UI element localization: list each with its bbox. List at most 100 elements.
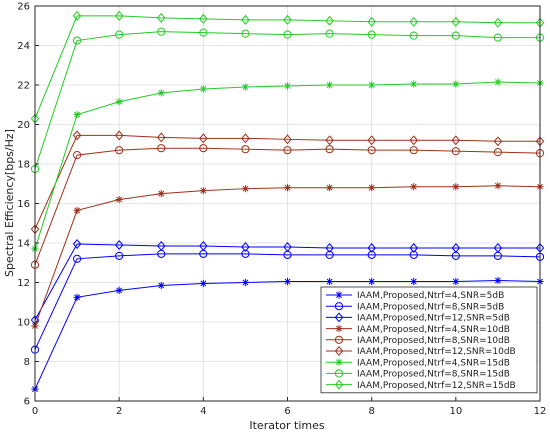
series-line xyxy=(34,147,541,265)
data-point xyxy=(199,85,207,93)
legend-label: IAAM,Proposed,Ntrf=8,SNR=10dB xyxy=(357,336,510,346)
x-tick-label: 12 xyxy=(534,406,547,417)
y-tick-label: 24 xyxy=(17,41,30,52)
data-point xyxy=(241,29,250,38)
x-tick-label: 0 xyxy=(32,406,38,417)
data-point xyxy=(452,277,460,286)
data-point xyxy=(283,277,292,286)
x-tick-label: 10 xyxy=(449,406,462,417)
data-point xyxy=(493,136,503,147)
data-point xyxy=(157,144,166,153)
y-tick-label: 22 xyxy=(17,81,30,92)
data-point xyxy=(157,27,166,36)
data-point xyxy=(325,81,334,89)
legend-item: IAAM,Proposed,Ntrf=12,SNR=15dB xyxy=(326,379,516,391)
data-point xyxy=(199,133,208,144)
data-point xyxy=(114,10,124,21)
y-axis-ticks: 6 8 10 12 14 16 18 20 22 24 26 xyxy=(17,2,39,408)
data-point xyxy=(73,206,81,215)
legend-item: IAAM,Proposed,Ntrf=4,SNR=5dB xyxy=(326,291,504,301)
series-line xyxy=(34,243,540,321)
data-point xyxy=(452,80,460,88)
legend-label: IAAM,Proposed,Ntrf=4,SNR=10dB xyxy=(357,325,510,335)
data-point xyxy=(199,13,208,24)
series-line xyxy=(34,253,541,350)
data-point xyxy=(409,250,418,259)
legend-item: IAAM,Proposed,Ntrf=8,SNR=10dB xyxy=(326,335,510,346)
data-point xyxy=(367,242,376,253)
data-point xyxy=(156,12,166,23)
data-point xyxy=(156,132,166,143)
data-point xyxy=(283,184,292,192)
data-point xyxy=(451,16,461,27)
data-point xyxy=(493,148,503,157)
legend-label: IAAM,Proposed,Ntrf=12,SNR=10dB xyxy=(357,347,516,357)
series-line xyxy=(34,134,540,230)
data-point xyxy=(493,33,503,42)
y-tick-label: 14 xyxy=(17,239,30,250)
legend-item: IAAM,Proposed,Ntrf=4,SNR=15dB xyxy=(326,358,510,368)
data-point xyxy=(114,240,124,250)
legend-box xyxy=(320,286,538,394)
data-point xyxy=(199,28,208,37)
data-point xyxy=(115,146,124,155)
data-point xyxy=(325,184,334,192)
data-point xyxy=(409,242,419,253)
y-tick-label: 10 xyxy=(17,318,30,329)
y-tick-label: 6 xyxy=(24,397,30,408)
legend-label: IAAM,Proposed,Ntrf=4,SNR=5dB xyxy=(357,291,504,301)
legend-marker xyxy=(334,335,344,344)
data-point xyxy=(409,135,419,146)
data-point xyxy=(325,29,334,38)
data-point xyxy=(72,130,82,141)
legend-item: IAAM,Proposed,Ntrf=8,SNR=15dB xyxy=(326,369,510,380)
data-point xyxy=(241,83,250,91)
data-point xyxy=(283,30,292,39)
data-point xyxy=(241,241,250,252)
legend: IAAM,Proposed,Ntrf=4,SNR=5dBIAAM,Propose… xyxy=(320,286,538,394)
data-point xyxy=(73,293,81,301)
x-tick-label: 4 xyxy=(200,406,206,417)
data-point xyxy=(199,144,208,153)
data-point xyxy=(283,134,292,145)
data-point xyxy=(367,30,376,39)
legend-marker xyxy=(334,346,344,356)
data-point xyxy=(72,254,82,263)
data-point xyxy=(241,278,250,287)
data-point xyxy=(451,31,460,40)
data-point xyxy=(325,277,334,286)
data-point xyxy=(325,242,334,253)
data-point xyxy=(368,184,376,192)
data-point xyxy=(73,111,81,119)
legend-label: IAAM,Proposed,Ntrf=12,SNR=5dB xyxy=(357,314,510,324)
data-point xyxy=(199,240,208,251)
series xyxy=(30,130,545,235)
data-point xyxy=(115,30,124,39)
legend-item: IAAM,Proposed,Ntrf=12,SNR=5dB xyxy=(326,312,510,324)
y-tick-label: 8 xyxy=(24,357,30,368)
data-point xyxy=(367,250,376,259)
data-point xyxy=(72,151,82,160)
data-point xyxy=(325,250,334,259)
y-tick-label: 18 xyxy=(17,160,30,171)
legend-marker xyxy=(335,291,343,299)
x-axis-ticks: 0 2 4 6 8 10 12 xyxy=(32,397,547,417)
data-point xyxy=(283,241,292,252)
legend-item: IAAM,Proposed,Ntrf=8,SNR=5dB xyxy=(326,302,504,312)
x-tick-label: 2 xyxy=(116,406,122,417)
y-tick-label: 26 xyxy=(17,2,30,13)
legend-label: IAAM,Proposed,Ntrf=12,SNR=15dB xyxy=(357,381,516,391)
series-line xyxy=(34,31,540,170)
data-point xyxy=(115,195,123,204)
data-point xyxy=(368,81,376,89)
y-axis-label: Spectral Efficiency[bps/Hz] xyxy=(3,129,16,277)
data-point xyxy=(241,133,250,144)
data-point xyxy=(409,146,418,155)
data-point xyxy=(199,187,207,195)
data-point xyxy=(241,185,250,193)
legend-item: IAAM,Proposed,Ntrf=12,SNR=10dB xyxy=(326,346,516,357)
y-tick-label: 16 xyxy=(17,199,30,210)
data-point xyxy=(115,286,123,294)
legend-label: IAAM,Proposed,Ntrf=4,SNR=15dB xyxy=(357,358,510,368)
data-point xyxy=(115,98,123,106)
